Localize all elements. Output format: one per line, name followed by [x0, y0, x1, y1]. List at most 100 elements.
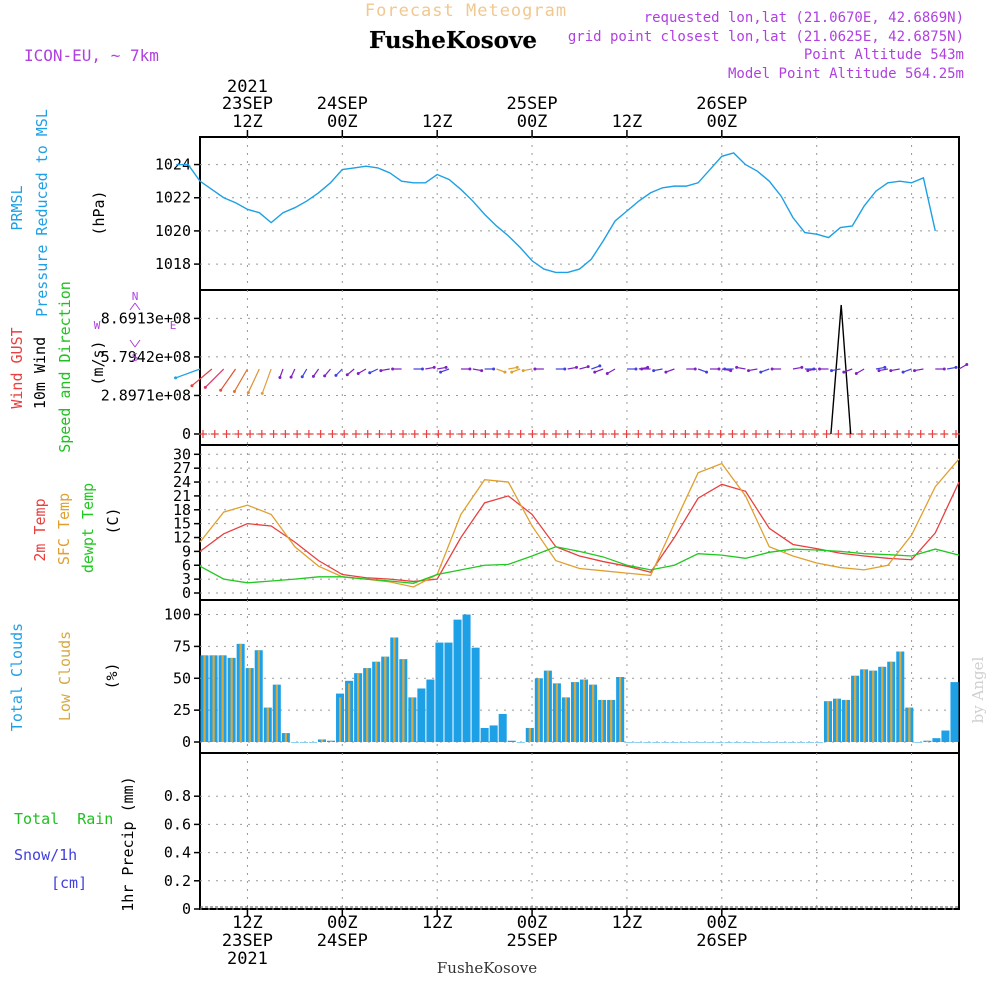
wind-arrowhead — [830, 369, 834, 373]
wind-arrow — [665, 368, 675, 373]
gust-marker — [410, 430, 419, 438]
pressure-msl-label: Pressure Reduced to MSL — [33, 109, 51, 317]
wind-arrow — [567, 366, 577, 370]
y-tick-label: 21 — [173, 487, 191, 505]
total-cloud-bar — [733, 742, 742, 743]
gust-marker — [775, 430, 784, 438]
wind-arrowhead — [289, 375, 293, 379]
low-cloud-bar — [537, 678, 541, 742]
y-tick-label: 9 — [182, 542, 191, 560]
wind-arrowhead — [232, 390, 236, 394]
low-cloud-bar — [573, 682, 577, 742]
wind-arrow — [220, 368, 237, 391]
wind-arrowhead — [800, 365, 804, 369]
gust-marker — [610, 430, 619, 438]
y-tick-label: 0 — [182, 425, 191, 443]
y-tick-label: 0 — [182, 733, 191, 751]
gust-marker — [881, 430, 890, 438]
wind-arrowhead — [877, 369, 881, 373]
top-hour-label: 00Z — [706, 112, 737, 132]
wind-arrowhead — [439, 370, 443, 374]
low-cloud-bar — [555, 683, 559, 742]
wind-arrow — [579, 366, 589, 370]
gust-marker — [528, 430, 537, 438]
temp2m-label: 2m Temp — [31, 498, 49, 561]
wind-arrowhead — [311, 374, 315, 378]
compass-w: W — [94, 319, 101, 332]
pressure-labels: PRMSL Pressure Reduced to MSL (hPa) — [8, 109, 108, 317]
gust-marker — [257, 430, 266, 438]
gust-marker — [657, 430, 666, 438]
wind-arrowhead — [723, 367, 727, 371]
gust-marker — [669, 430, 678, 438]
gust-marker — [551, 430, 560, 438]
compass-n: N — [132, 290, 139, 303]
total-cloud-bar — [950, 682, 959, 742]
wind-arrow — [301, 368, 308, 378]
total-cloud-bar — [670, 742, 679, 743]
wind-arrow — [496, 368, 506, 373]
wind-arrow — [233, 368, 248, 392]
y-tick-label: 15 — [173, 515, 191, 533]
y-tick-label: 0.2 — [164, 872, 191, 890]
y-tick-label: 0 — [182, 584, 191, 602]
y-tick-label: 3 — [182, 570, 191, 588]
wind-arrowhead — [717, 367, 721, 371]
total-cloud-bar — [444, 642, 453, 742]
gust-marker — [375, 430, 384, 438]
wind-arrow — [191, 368, 213, 387]
wind-arrow — [843, 368, 853, 373]
low-cloud-bar — [926, 740, 929, 742]
total-cloud-bar — [697, 742, 706, 743]
low-cloud-bar — [826, 701, 830, 742]
y-tick-label: 18 — [173, 501, 191, 519]
top-hour-label: 00Z — [517, 112, 548, 132]
bottom-day-label: 24SEP — [317, 931, 368, 951]
wind-arrowhead — [747, 369, 751, 373]
wind-arrowhead — [190, 384, 194, 388]
pressure-line — [176, 152, 936, 274]
y-tick-label: 1024 — [155, 156, 191, 174]
wind-arrowhead — [480, 369, 484, 373]
total-cloud-bar — [299, 742, 308, 743]
bottom-hour-label: 00Z — [517, 913, 548, 933]
bottom-day-label: 26SEP — [696, 931, 747, 951]
dewpt-line — [199, 546, 960, 584]
wind-arrowhead — [942, 367, 946, 371]
wind-arrow — [792, 366, 802, 370]
total-cloud-bar — [742, 742, 751, 743]
gust-marker — [399, 430, 408, 438]
y-tick-label: 24 — [173, 473, 191, 491]
gust-marker — [246, 430, 255, 438]
wind-speed-line — [830, 304, 852, 435]
low-cloud-bar — [348, 683, 351, 742]
gust-marker — [293, 430, 302, 438]
bottom-day-label: 23SEP — [222, 931, 273, 951]
temp-labels: 2m Temp SFC Temp dewpt Temp (C) — [31, 483, 122, 573]
y-tick-label: 0.6 — [164, 815, 191, 833]
wind-arrowhead — [664, 370, 668, 374]
low-cloud-bar — [320, 739, 324, 742]
total-cloud-bar — [417, 688, 426, 742]
gust-marker — [751, 430, 760, 438]
wind-unit: (m/s) — [89, 340, 107, 385]
wind-arrowhead — [954, 365, 958, 369]
wind-arrowhead — [634, 367, 638, 371]
total-cloud-bar — [778, 742, 787, 743]
low-cloud-bar — [393, 637, 396, 742]
gust-marker — [234, 430, 243, 438]
low-cloud-bar — [366, 668, 369, 742]
compass-e: E — [170, 319, 177, 332]
gust-marker — [563, 430, 572, 438]
low-cloud-bar — [546, 670, 550, 742]
gust-marker — [810, 430, 819, 438]
low-cloud-bar — [248, 668, 251, 742]
gust-marker — [916, 430, 925, 438]
snow-unit-label: [cm] — [51, 874, 87, 892]
wind-arrow — [369, 368, 379, 374]
gust-marker — [940, 430, 949, 438]
wind-arrowhead — [219, 388, 223, 392]
y-tick-label: 8.6913e+08 — [101, 309, 191, 327]
gust-marker — [622, 430, 631, 438]
total-cloud-bar — [760, 742, 769, 743]
